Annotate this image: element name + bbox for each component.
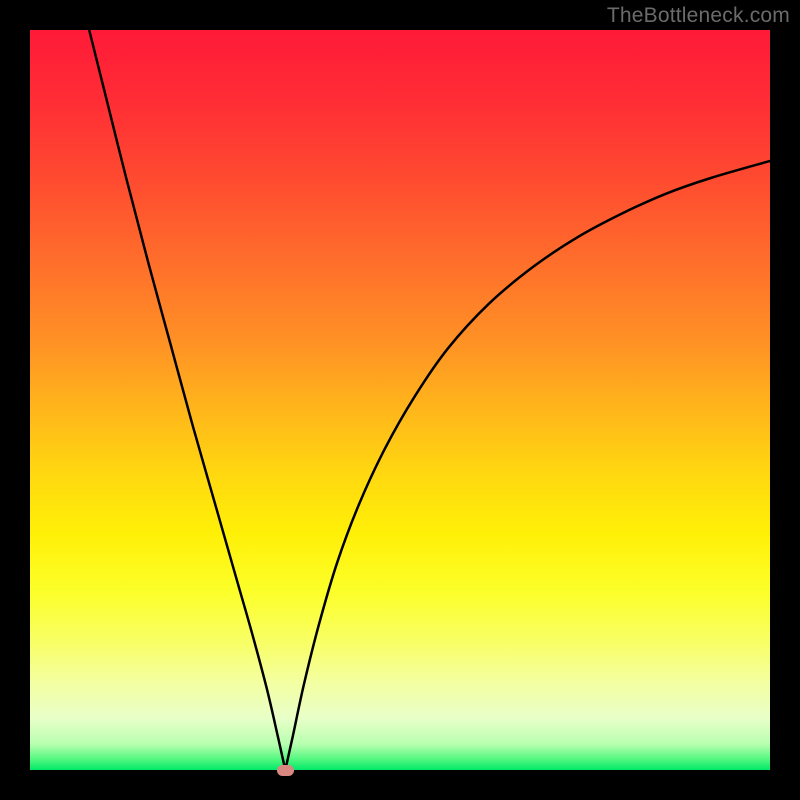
chart-curve-svg: [0, 0, 800, 800]
chart-container: TheBottleneck.com: [0, 0, 800, 800]
optimum-marker: [277, 765, 294, 776]
watermark-text: TheBottleneck.com: [607, 4, 790, 28]
bottleneck-curve: [89, 30, 770, 770]
